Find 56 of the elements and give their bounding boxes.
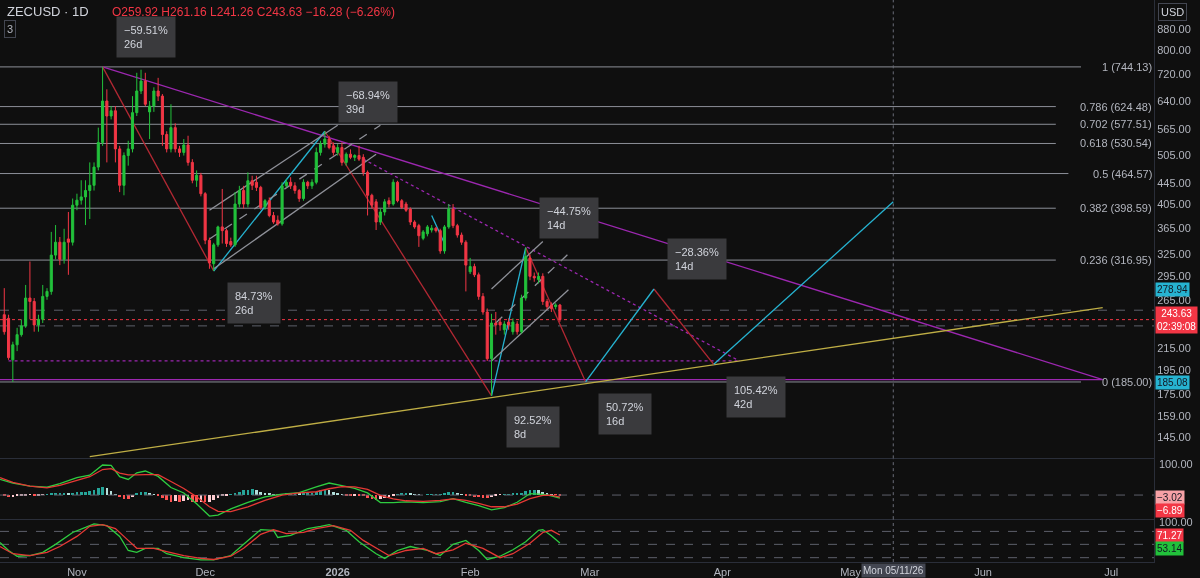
x-tick-label: May (840, 566, 862, 578)
y-tick-label: 159.00 (1157, 410, 1191, 423)
annotation: −44.75% 14d (547, 205, 591, 232)
y-axis-title: USD (1161, 6, 1185, 18)
text: 53.14 (1157, 543, 1183, 554)
annotation: −59.51% 26d (124, 24, 168, 51)
y-tick-label: 800.00 (1157, 44, 1191, 57)
y-tick-label: 640.00 (1157, 94, 1191, 107)
x-tick-label: Jul (1104, 566, 1119, 578)
text: 71.27 (1157, 530, 1183, 541)
chart-title: ZECUSD · 1D (7, 4, 89, 19)
x-tick-label: Dec (195, 566, 216, 578)
x-tick-label: Feb (460, 566, 480, 578)
annotation: 92.52% 8d (514, 414, 552, 441)
ref-line-label: 0.786 (624.48) (1080, 101, 1152, 113)
annotation: 50.72% 16d (606, 401, 644, 428)
annotation: −68.94% 39d (346, 89, 390, 116)
y-tick-label: 145.00 (1157, 430, 1191, 443)
text: 100.00 (1159, 458, 1193, 470)
ref-line-label: 243.63 02:39:08 (1157, 308, 1197, 332)
x-tick-label: 2026 (325, 566, 350, 578)
text: −6.89 (1157, 505, 1183, 516)
ref-line-label: 0.236 (316.95) (1080, 254, 1152, 266)
ref-line-label: 0.382 (398.59) (1080, 202, 1152, 214)
y-tick-label: 215.00 (1157, 341, 1191, 354)
annotation: 105.42% 42d (734, 384, 778, 411)
ref-line-label: Mon 05/11/26 (863, 565, 924, 576)
ref-line-label: 1 (744.13) (1102, 61, 1153, 73)
y-tick-label: 405.00 (1157, 198, 1191, 211)
text: −3.02 (1157, 492, 1183, 503)
annotation: 84.73% 26d (235, 290, 273, 317)
ref-line-label: 0.5 (464.57) (1093, 168, 1153, 180)
y-tick-label: 565.00 (1157, 123, 1191, 136)
x-tick-label: Jun (974, 566, 992, 578)
annotation: 3 (7, 23, 14, 35)
y-tick-label: 325.00 (1157, 248, 1191, 261)
x-tick-label: Nov (67, 566, 88, 578)
y-tick-label: 195.00 (1157, 363, 1191, 376)
text: 185.08 (1157, 377, 1189, 388)
y-tick-label: 175.00 (1157, 388, 1191, 401)
ref-line-label: 0.618 (530.54) (1080, 137, 1152, 149)
text: 100.00 (1159, 516, 1193, 528)
y-tick-label: 445.00 (1157, 177, 1191, 190)
y-tick-label: 505.00 (1157, 148, 1191, 161)
x-tick-label: Mar (580, 566, 600, 578)
y-tick-label: 365.00 (1157, 221, 1191, 234)
text: 278.94 (1157, 284, 1189, 295)
y-tick-label: 880.00 (1157, 22, 1191, 35)
y-tick-label: 720.00 (1157, 68, 1191, 81)
y-tick-label: 265.00 (1157, 294, 1191, 307)
y-tick-label: 295.00 (1157, 270, 1191, 283)
x-tick-label: Apr (713, 566, 732, 578)
ref-line-label: 0 (185.00) (1102, 376, 1153, 388)
ref-line-label: 0.702 (577.51) (1080, 118, 1152, 130)
text: O259.92 H261.16 L241.26 C243.63 −16.28 (−6.26%) (112, 5, 395, 19)
annotation: −28.36% 14d (675, 246, 719, 273)
